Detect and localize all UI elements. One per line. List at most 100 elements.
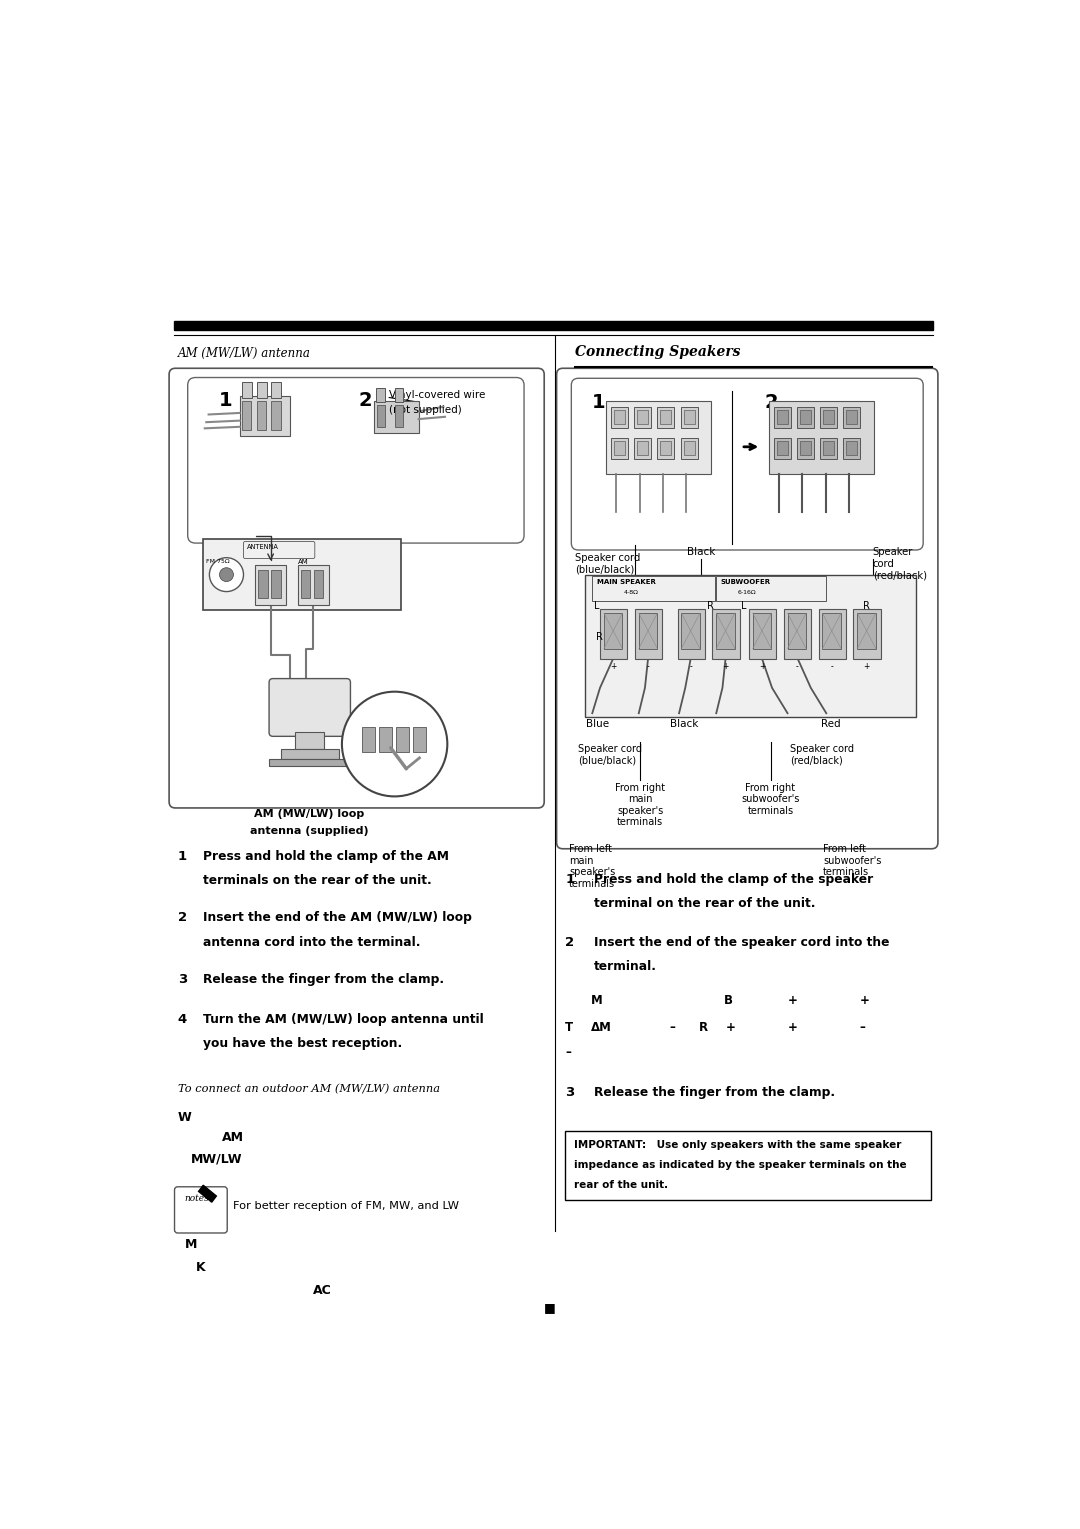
FancyBboxPatch shape xyxy=(571,378,923,550)
Bar xyxy=(658,407,674,428)
Text: Insert the end of the AM (MW/LW) loop: Insert the end of the AM (MW/LW) loop xyxy=(203,911,472,924)
Bar xyxy=(613,440,625,454)
Bar xyxy=(753,613,771,648)
Bar xyxy=(395,405,403,427)
Bar xyxy=(396,728,409,752)
Bar xyxy=(784,609,811,659)
Text: M: M xyxy=(591,994,603,1008)
Text: Connecting Speakers: Connecting Speakers xyxy=(576,346,741,359)
FancyBboxPatch shape xyxy=(170,368,544,807)
Polygon shape xyxy=(199,1185,216,1202)
Bar xyxy=(843,437,861,459)
Bar xyxy=(376,388,384,402)
Bar xyxy=(600,609,627,659)
Text: terminal on the rear of the unit.: terminal on the rear of the unit. xyxy=(594,898,815,910)
Bar xyxy=(242,401,252,430)
FancyBboxPatch shape xyxy=(716,576,826,601)
Bar xyxy=(269,758,350,766)
Text: MAIN SPEAKER: MAIN SPEAKER xyxy=(597,579,656,586)
Text: 1: 1 xyxy=(177,850,187,862)
Text: M: M xyxy=(186,1237,198,1251)
Text: K: K xyxy=(195,1261,205,1274)
Text: -: - xyxy=(796,662,798,671)
FancyBboxPatch shape xyxy=(592,576,715,601)
FancyBboxPatch shape xyxy=(556,368,937,849)
Bar xyxy=(777,410,787,424)
Text: 4-8Ω: 4-8Ω xyxy=(623,590,638,595)
Bar xyxy=(638,613,658,648)
Bar xyxy=(797,407,814,428)
Bar xyxy=(611,437,627,459)
Bar xyxy=(301,570,310,598)
Bar xyxy=(604,613,622,648)
Text: –: – xyxy=(860,1021,865,1034)
Bar xyxy=(203,540,401,610)
Text: –: – xyxy=(565,1046,571,1060)
Bar xyxy=(820,437,837,459)
Bar xyxy=(242,382,252,398)
Bar xyxy=(823,410,834,424)
Bar xyxy=(716,613,734,648)
Text: For better reception of FM, MW, and LW: For better reception of FM, MW, and LW xyxy=(232,1200,459,1211)
Bar xyxy=(377,405,384,427)
Text: Release the finger from the clamp.: Release the finger from the clamp. xyxy=(203,972,444,986)
Text: 3: 3 xyxy=(565,1086,575,1099)
Text: AM: AM xyxy=(221,1131,244,1144)
Bar xyxy=(635,609,662,659)
Text: IMPORTANT:: IMPORTANT: xyxy=(573,1139,646,1150)
Text: 6-16Ω: 6-16Ω xyxy=(738,590,757,595)
Bar xyxy=(853,609,880,659)
Bar xyxy=(680,437,698,459)
Text: AM: AM xyxy=(298,560,309,566)
Circle shape xyxy=(342,691,447,797)
Bar xyxy=(362,728,375,752)
Bar xyxy=(295,732,324,749)
Text: Red: Red xyxy=(821,719,840,729)
Text: notes: notes xyxy=(185,1194,210,1203)
Bar xyxy=(584,575,916,717)
Bar xyxy=(661,440,672,454)
Bar xyxy=(314,570,323,598)
Bar xyxy=(843,407,861,428)
Text: AC: AC xyxy=(313,1284,332,1297)
Circle shape xyxy=(219,567,233,581)
Bar xyxy=(847,410,858,424)
Text: AM (MW/LW) antenna: AM (MW/LW) antenna xyxy=(177,347,311,359)
Text: Press and hold the clamp of the speaker: Press and hold the clamp of the speaker xyxy=(594,873,873,885)
Bar xyxy=(684,410,694,424)
FancyBboxPatch shape xyxy=(243,541,314,558)
Bar xyxy=(681,613,700,648)
Text: +: + xyxy=(863,662,869,671)
Bar xyxy=(606,401,711,474)
Text: antenna cord into the terminal.: antenna cord into the terminal. xyxy=(203,936,421,950)
FancyBboxPatch shape xyxy=(269,679,350,737)
Bar xyxy=(823,440,834,454)
Text: antenna (supplied): antenna (supplied) xyxy=(251,827,368,836)
Bar xyxy=(634,437,651,459)
Text: Black: Black xyxy=(687,547,715,557)
Bar xyxy=(800,410,811,424)
Text: MW/LW: MW/LW xyxy=(191,1153,242,1167)
Bar xyxy=(658,437,674,459)
Text: L: L xyxy=(594,601,599,610)
FancyBboxPatch shape xyxy=(175,1187,227,1232)
Bar xyxy=(858,613,876,648)
Text: L: L xyxy=(741,601,746,610)
Bar xyxy=(680,407,698,428)
Text: impedance as indicated by the speaker terminals on the: impedance as indicated by the speaker te… xyxy=(573,1161,906,1170)
Bar xyxy=(661,410,672,424)
Text: +: + xyxy=(726,1021,735,1034)
Text: Release the finger from the clamp.: Release the finger from the clamp. xyxy=(594,1086,835,1099)
Text: Speaker cord
(blue/black): Speaker cord (blue/black) xyxy=(578,745,643,766)
Bar xyxy=(240,396,291,436)
Text: +: + xyxy=(860,994,869,1008)
Text: +: + xyxy=(787,1021,797,1034)
Bar xyxy=(374,401,419,433)
Text: 2: 2 xyxy=(765,393,778,411)
Bar xyxy=(637,440,648,454)
Bar xyxy=(394,388,403,402)
Text: Blue: Blue xyxy=(586,719,609,729)
Text: R: R xyxy=(707,601,714,610)
Bar xyxy=(819,609,846,659)
Circle shape xyxy=(210,558,243,592)
